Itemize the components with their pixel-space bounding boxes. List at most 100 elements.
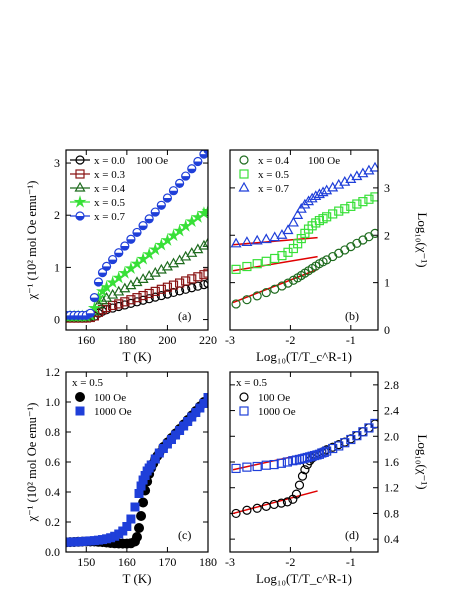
data-point-1-2-5 (276, 229, 288, 239)
x-tick-label-2-3: 180 (199, 555, 217, 569)
legend-label-2-1: 1000 Oe (94, 406, 132, 418)
x-tick-label-3-1: -2 (285, 555, 295, 569)
chart-panel-0: 160 180 200 220 0 1 2 3 T (K) χ⁻¹ (10² mol Oe emu… (25, 149, 217, 364)
data-point-0-4-9-fill (98, 272, 107, 277)
data-point-1-1-4 (270, 253, 280, 264)
data-point-3-1-13 (305, 452, 315, 462)
y-axis-label-0: χ⁻¹ (10² mol Oe emu⁻¹) (25, 181, 39, 301)
data-point-0-1-18 (150, 286, 160, 296)
data-point-0-4-20 (162, 193, 173, 203)
legend-title-3: x = 0.5 (236, 377, 267, 389)
legend-marker-2-0 (75, 392, 85, 402)
data-point-0-0-21 (168, 287, 179, 298)
legend-marker-1-0 (239, 155, 249, 165)
legend-title-2: x = 0.5 (72, 377, 103, 389)
data-point-3-1-1 (242, 462, 252, 472)
data-point-1-1-18 (334, 206, 344, 216)
data-point-1-1-24 (370, 192, 378, 202)
legend-label-0-1: x = 0.3 (94, 169, 125, 181)
y-tick-label-3-0: 0.4 (384, 532, 399, 546)
y-tick-label-2-4: 0.8 (45, 425, 60, 439)
y-tick-label-1-1: 1 (384, 276, 390, 290)
x-axis-label-1: Log₁₀(T/T_c^R-1) (256, 349, 352, 364)
y-tick-label-1-2: 2 (384, 228, 390, 242)
data-point-1-1-22 (358, 197, 368, 207)
data-point-2-1-18 (134, 489, 144, 498)
data-point-1-1-21 (352, 199, 362, 209)
data-point-1-2-4 (269, 231, 281, 242)
fit-line-1-0 (232, 268, 318, 304)
data-point-0-4-7-fill (90, 297, 99, 302)
data-point-1-0-24 (370, 228, 378, 238)
data-point-0-4-22-fill (175, 183, 184, 188)
data-point-0-4-8-fill (94, 282, 103, 286)
legend-marker-0-4-fill (76, 216, 84, 220)
data-point-3-0-10 (297, 471, 308, 481)
fit-line-3-0 (232, 490, 318, 515)
fit-line-1-1 (232, 255, 318, 272)
data-point-1-0-4 (270, 284, 280, 294)
data-point-0-4-18-fill (151, 212, 160, 217)
data-point-0-4-16-fill (139, 225, 148, 230)
data-point-0-4-19 (156, 200, 166, 210)
x-tick-label-2-2: 170 (158, 555, 176, 569)
data-point-1-2-2 (251, 234, 263, 245)
data-point-0-1-27 (203, 268, 208, 278)
data-point-0-1-21 (168, 280, 179, 290)
data-point-0-0-16 (138, 295, 148, 305)
data-point-0-4-26-fill (199, 154, 208, 159)
data-point-1-1-1 (242, 261, 252, 272)
legend-marker-3-0 (239, 392, 249, 402)
panel-label-2: (c) (178, 528, 191, 542)
plot-frame-1 (229, 149, 379, 331)
data-point-3-0-8 (291, 489, 302, 499)
data-point-0-4-13 (120, 241, 130, 251)
x-axis-label-0: T (K) (122, 349, 151, 364)
chart-panel-1: -3 -2 -1 0 1 2 3 Log₁₀(T/T_c^R-1) Log₁₀(χ⁻¹) (b) 1… (225, 149, 430, 364)
data-point-0-1-25 (193, 272, 203, 282)
data-point-0-4-16 (138, 221, 148, 231)
data-point-0-4-7 (89, 293, 100, 303)
data-point-0-4-15-fill (133, 232, 141, 237)
y-axis-label-3: Log₁₀(χ⁻¹) (415, 434, 430, 489)
legend-label-3-1: 1000 Oe (258, 406, 296, 418)
data-point-0-4-13-fill (120, 246, 129, 250)
data-point-1-0-17 (328, 251, 338, 262)
data-point-1-0-23 (364, 232, 374, 242)
plot-frame-2 (65, 371, 209, 553)
data-point-0-4-24-fill (187, 168, 196, 173)
legend-marker-1-2 (238, 181, 250, 192)
data-point-3-1-22 (334, 441, 344, 451)
series-0-3 (66, 204, 208, 322)
data-point-3-1-5 (276, 458, 286, 468)
series-3-1 (231, 418, 378, 474)
data-point-0-4-6-fill (86, 313, 95, 318)
data-point-0-4-25-fill (193, 161, 202, 166)
y-axis-label-1: Log₁₀(χ⁻¹) (415, 212, 430, 267)
y-tick-label-3-1: 0.8 (384, 506, 399, 520)
series-3-0 (231, 419, 378, 519)
panel-label-1: (b) (345, 309, 359, 323)
data-point-1-2-1 (241, 236, 253, 246)
data-point-3-0-2 (252, 503, 262, 513)
data-point-0-4-23 (181, 171, 191, 181)
data-point-1-2-7 (287, 216, 299, 227)
data-point-1-0-22 (358, 235, 368, 245)
data-point-3-1-11 (300, 453, 310, 463)
y-tick-label-2-1: 0.2 (45, 515, 60, 529)
data-point-1-2-15 (317, 186, 329, 197)
data-point-3-0-3 (261, 501, 271, 511)
data-point-0-4-17 (144, 214, 154, 224)
y-tick-label-2-0: 0.0 (45, 545, 60, 559)
data-point-2-1-17 (130, 502, 140, 512)
data-point-0-4-27 (203, 150, 208, 155)
x-tick-label-2-0: 150 (77, 555, 95, 569)
data-point-3-1-17 (314, 449, 325, 459)
legend-marker-3-1 (239, 406, 249, 416)
data-point-2-0-20 (136, 511, 147, 521)
data-point-1-0-20 (346, 242, 356, 252)
series-1-2 (230, 161, 378, 248)
y-tick-label-3-6: 2.8 (384, 378, 399, 392)
data-point-1-0-1 (242, 295, 252, 305)
data-point-0-1-23 (181, 276, 191, 286)
